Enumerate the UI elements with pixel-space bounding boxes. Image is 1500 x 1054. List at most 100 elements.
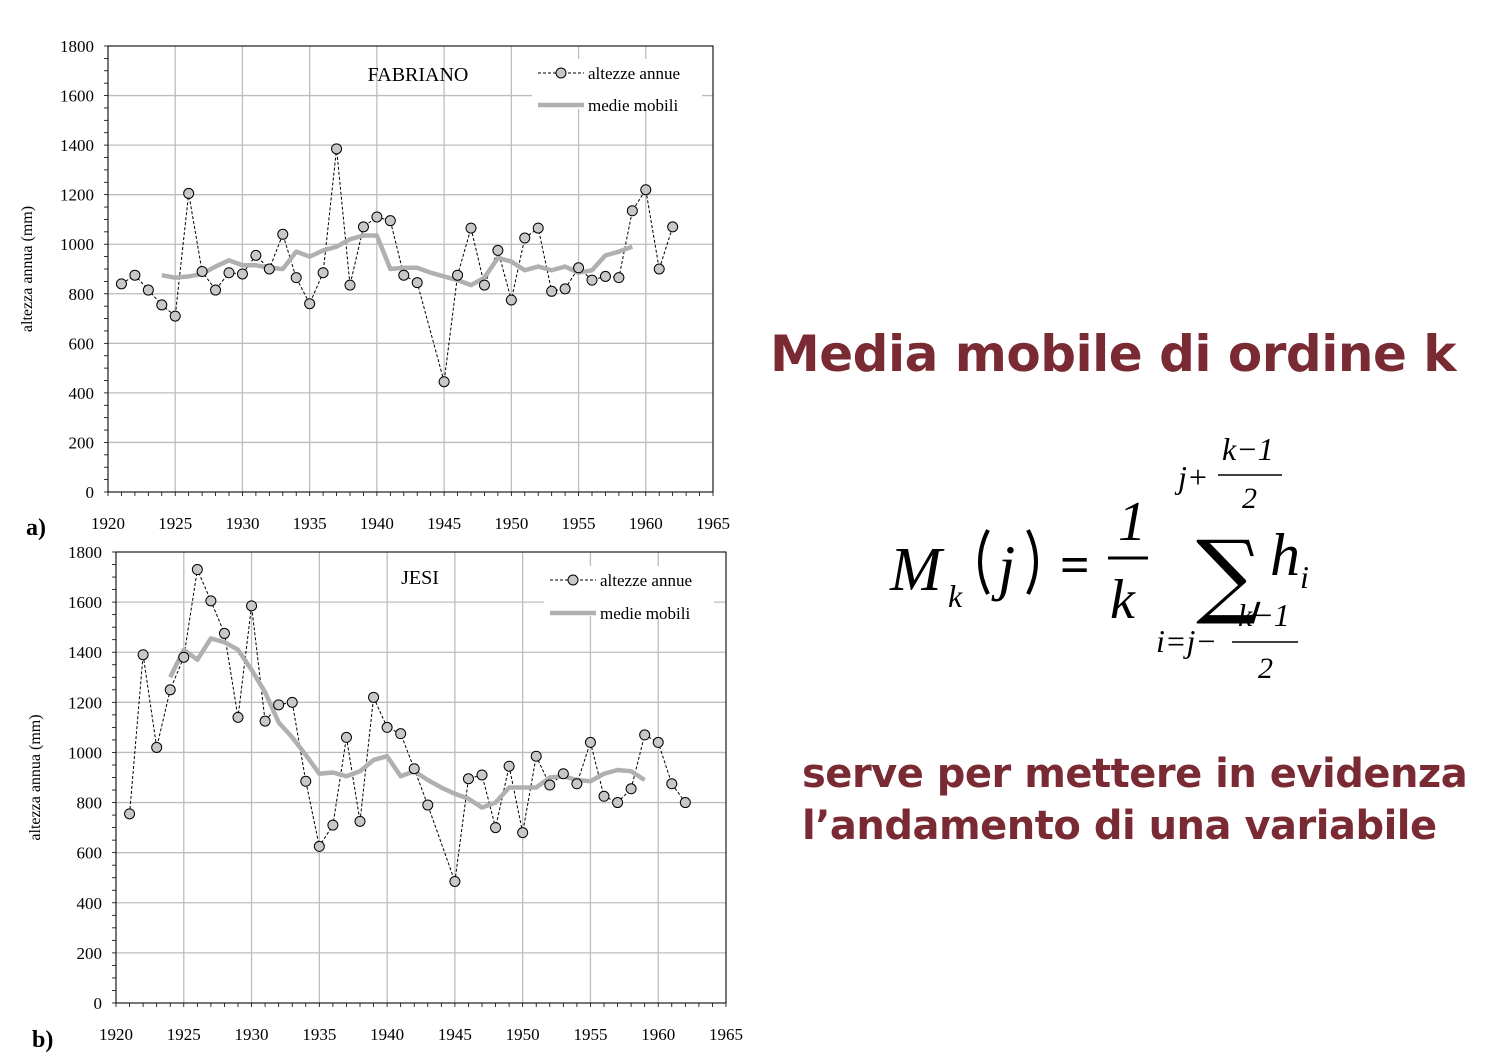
y-tick-label: 1600: [60, 87, 94, 106]
data-point: [191, 564, 203, 576]
data-point: [639, 729, 651, 741]
legend-label-medie-mobili: medie mobili: [588, 96, 678, 115]
data-point: [371, 211, 383, 223]
data-point: [354, 815, 366, 827]
data-point: [598, 790, 610, 802]
data-point: [438, 376, 450, 388]
y-tick-label: 600: [69, 334, 95, 353]
data-point: [478, 279, 490, 291]
data-point: [115, 278, 127, 290]
formula-lower-limit-denominator: 2: [1258, 652, 1273, 685]
data-point: [317, 267, 329, 279]
data-point: [476, 769, 488, 781]
panel-label: b): [32, 1027, 53, 1053]
y-tick-label: 1600: [68, 593, 102, 612]
data-point: [183, 187, 195, 199]
y-tick-label: 200: [69, 433, 95, 452]
data-point: [530, 750, 542, 762]
data-point: [626, 205, 638, 217]
data-point: [653, 263, 665, 275]
data-point: [408, 763, 420, 775]
legend-background: [532, 59, 702, 109]
data-point: [411, 277, 423, 289]
y-tick-label: 0: [86, 483, 95, 502]
formula-summand: h: [1270, 522, 1300, 588]
legend-label-medie-mobili: medie mobili: [600, 604, 690, 623]
x-tick-label: 1960: [629, 514, 663, 533]
y-tick-label: 1800: [60, 37, 94, 56]
data-point: [357, 221, 369, 233]
x-tick-label: 1920: [99, 1025, 133, 1044]
formula-summand-subscript: i: [1300, 559, 1309, 595]
data-point: [573, 262, 585, 274]
data-point: [236, 268, 248, 280]
data-point: [205, 595, 217, 607]
panel-label: a): [26, 515, 46, 541]
x-tick-label: 1940: [360, 514, 394, 533]
x-tick-label: 1930: [235, 1025, 269, 1044]
x-tick-label: 1950: [506, 1025, 540, 1044]
charts-area: 0 200 400 600 800 1000 1200 1400 1600 1800 1920 192…: [19, 37, 743, 1053]
x-tick-label: 1925: [158, 514, 192, 533]
y-tick-label: 1400: [60, 136, 94, 155]
y-axis-label: altezza annua (mm): [19, 206, 36, 332]
data-point: [250, 249, 262, 261]
data-point: [124, 808, 136, 820]
data-point: [599, 270, 611, 282]
x-tick-label: 1925: [167, 1025, 201, 1044]
formula-sum-symbol: ∑: [1196, 521, 1262, 628]
data-point: [492, 244, 504, 256]
x-tick-label: 1960: [641, 1025, 675, 1044]
data-point: [465, 222, 477, 234]
data-point: [368, 691, 380, 703]
data-point: [137, 649, 149, 661]
moving-average-formula: M k j = 1 k j+ k−1 2 ∑ h i i=j− k−1 2: [889, 431, 1309, 685]
data-point: [544, 779, 556, 791]
data-point: [398, 269, 410, 281]
data-point: [327, 819, 339, 831]
data-point: [196, 265, 208, 277]
formula-lower-limit-prefix: i=j−: [1156, 623, 1217, 659]
data-point: [490, 822, 502, 834]
data-point: [557, 768, 569, 780]
data-point: [384, 215, 396, 227]
data-point: [586, 274, 598, 286]
x-tick-label: 1965: [696, 514, 730, 533]
x-tick-label: 1940: [370, 1025, 404, 1044]
y-tick-label: 1000: [60, 235, 94, 254]
data-point: [304, 298, 316, 310]
y-tick-label: 200: [77, 944, 103, 963]
data-point: [449, 875, 461, 887]
data-point: [452, 269, 464, 281]
y-tick-label: 400: [69, 384, 95, 403]
formula-upper-limit-denominator: 2: [1242, 482, 1257, 515]
x-tick-label: 1965: [709, 1025, 743, 1044]
description-line: serve per mettere in evidenza: [802, 751, 1468, 797]
heading: Media mobile di ordine k: [770, 325, 1457, 383]
data-point: [667, 221, 679, 233]
data-point: [164, 684, 176, 696]
x-tick-label: 1950: [494, 514, 528, 533]
x-tick-label: 1920: [91, 514, 125, 533]
data-point: [571, 778, 583, 790]
data-point: [300, 775, 312, 787]
data-point: [381, 721, 393, 733]
data-point: [246, 600, 258, 612]
data-point: [178, 651, 190, 663]
data-point: [232, 711, 244, 723]
data-point: [277, 228, 289, 240]
data-point: [546, 285, 558, 297]
formula-lower-limit-numerator: k−1: [1238, 597, 1290, 633]
formula-upper-limit-prefix: j+: [1174, 459, 1208, 495]
formula-open-paren: [978, 529, 990, 595]
formula-lhs-symbol: M: [889, 536, 945, 604]
description-line: l’andamento di una variabile: [802, 803, 1437, 849]
formula-close-paren: [1026, 529, 1038, 595]
y-tick-label: 1400: [68, 643, 102, 662]
legend-background: [544, 566, 714, 616]
chart-title: JESI: [401, 567, 439, 589]
data-point: [422, 799, 434, 811]
data-point: [259, 715, 271, 727]
y-tick-label: 1000: [68, 743, 102, 762]
data-point: [519, 232, 531, 244]
